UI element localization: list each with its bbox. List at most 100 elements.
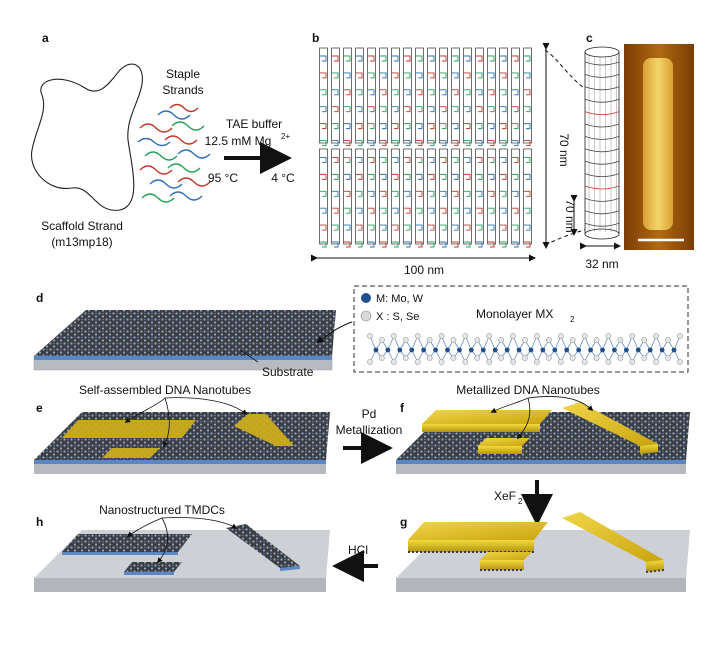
pointer-e-1 (124, 397, 166, 423)
panel-label-f: f (400, 401, 405, 415)
staple-segment (344, 224, 351, 231)
hcl-label: HCl (348, 543, 368, 557)
staple-segment (464, 173, 471, 180)
width-label: 100 nm (404, 263, 444, 277)
staple-segment (500, 140, 507, 146)
chalcogen-atom (462, 333, 469, 339)
staple-segment (476, 140, 483, 146)
chalcogen-atom (605, 359, 612, 365)
scaffold-column (499, 148, 508, 245)
chalcogen-atom (390, 333, 397, 339)
tube-diameter-label: 32 nm (585, 257, 618, 271)
staple-segment (368, 72, 375, 79)
staple-segment (416, 140, 423, 146)
scaffold-column (379, 148, 388, 245)
staple-segment (344, 106, 351, 113)
scaffold-column (367, 148, 376, 245)
staple-segment (320, 241, 327, 248)
staple-segment (476, 173, 483, 180)
chalcogen-atom (474, 337, 481, 343)
staple-segment (392, 140, 399, 146)
staple-segment (332, 123, 339, 130)
staple-segment (380, 207, 387, 214)
staple-segment (488, 123, 495, 130)
staple-segment (524, 173, 531, 180)
chalcogen-atom (402, 355, 409, 361)
scaffold-column (427, 47, 436, 144)
mg-charge-sup: 2+ (281, 132, 290, 141)
chalcogen-atom (367, 333, 373, 339)
temp-start-label: 95 °C (208, 171, 238, 185)
pointer-f-3 (527, 396, 594, 412)
staple-segment (488, 157, 495, 163)
scaffold-column (319, 148, 328, 245)
staple-segment (344, 207, 351, 214)
scaffold-column (439, 47, 448, 144)
staple-segment (452, 106, 459, 113)
staple-segment (512, 241, 519, 248)
pointer-f-1 (490, 397, 529, 413)
panel-label-a: a (42, 31, 49, 45)
staple-segment (368, 106, 375, 113)
chalcogen-atom (486, 359, 493, 365)
caption-h: Nanostructured TMDCs (99, 503, 225, 517)
tube-ring (584, 198, 620, 202)
chalcogen-atom (510, 359, 516, 365)
staple-segment (428, 224, 435, 231)
origami-layout (319, 47, 532, 248)
patterned-tmdc-h (62, 524, 300, 575)
legend-x: X : S, Se (376, 311, 419, 323)
scaffold-column (463, 47, 472, 144)
staple-segment (452, 173, 459, 180)
staple-segment (392, 123, 399, 130)
chalcogen-atom (462, 359, 469, 365)
staple-segment (500, 72, 507, 79)
staple-segment (428, 173, 435, 180)
chalcogen-atom (474, 355, 481, 361)
staple-segment (452, 190, 459, 197)
staple-segment (524, 157, 531, 163)
staple-segment (428, 207, 435, 214)
staple-segment (368, 241, 375, 248)
staple-segment (452, 55, 459, 62)
chalcogen-atom (545, 337, 552, 343)
staple-segment (368, 173, 375, 180)
staple-segment (404, 241, 411, 248)
staple-segment (416, 72, 423, 79)
staple-segment (440, 140, 447, 146)
staple-segment (404, 224, 411, 231)
staple-segment (416, 106, 423, 113)
staple-segment (500, 241, 507, 248)
metal-atom (635, 347, 641, 353)
metal-atom (600, 347, 605, 353)
caption-e: Self-assembled DNA Nanotubes (79, 383, 251, 397)
chalcogen-atom (557, 359, 564, 365)
staple-segment (392, 224, 399, 231)
staple-segment (524, 55, 531, 62)
tube-length-label: 70 nm (563, 199, 577, 232)
staple-segment (332, 140, 339, 146)
metal-atom (588, 347, 593, 353)
staple-segment (488, 72, 495, 79)
scaffold-column (355, 47, 364, 144)
metallization-step: Pd Metallization (336, 407, 402, 464)
staple-segment (368, 157, 375, 163)
staple-segment (332, 241, 339, 248)
scaffold-column (403, 148, 412, 245)
chalcogen-atom (617, 337, 624, 343)
chalcogen-atom (629, 333, 636, 339)
staple-segment (440, 207, 447, 214)
staple-segment (356, 140, 363, 146)
staple-segment (488, 241, 495, 248)
chalcogen-atom (677, 359, 683, 365)
scaffold-column (331, 47, 340, 144)
chalcogen-atom (510, 333, 516, 339)
metal-atom (433, 347, 438, 353)
temp-end-label: 4 °C (271, 171, 295, 185)
chalcogen-atom (522, 355, 528, 361)
staple-segment (452, 224, 459, 231)
chalcogen-atom (581, 333, 588, 339)
chalcogen-atom (438, 333, 445, 339)
monolayer-subscript: 2 (570, 315, 575, 324)
staple-segment (512, 173, 519, 180)
